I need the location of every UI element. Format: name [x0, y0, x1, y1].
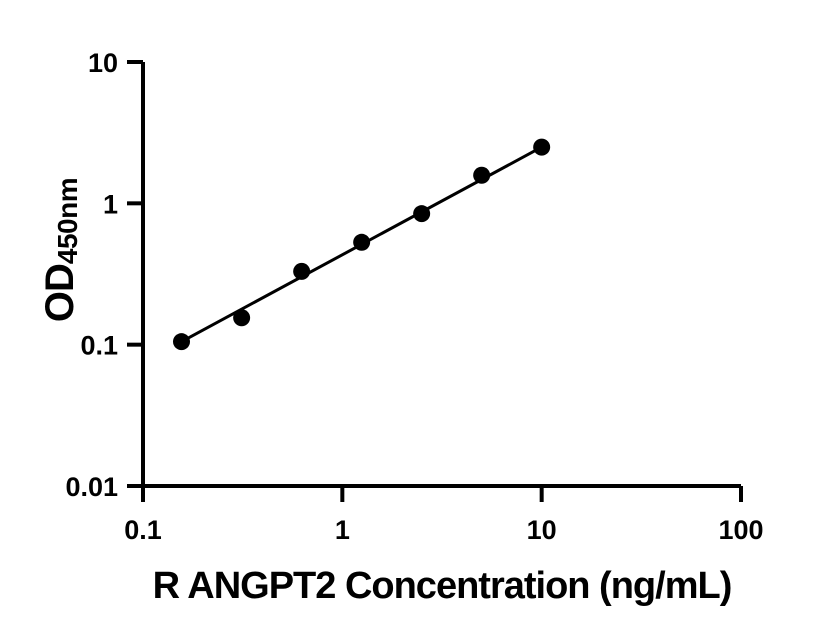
y-tick-label: 10 — [88, 48, 118, 78]
x-axis-title: R ANGPT2 Concentration (ng/mL) — [153, 565, 732, 607]
data-point — [413, 205, 431, 223]
y-axis-title: OD450nm — [38, 178, 83, 322]
y-axis-title-main: OD — [38, 264, 82, 322]
axis-ticks — [127, 60, 743, 502]
y-tick-label: 1 — [103, 189, 118, 219]
data-point — [172, 333, 190, 351]
y-tick-label: 0.01 — [65, 472, 118, 502]
y-tick-label: 0.1 — [80, 331, 118, 361]
axes — [141, 62, 741, 488]
data-point — [473, 166, 491, 184]
y-axis-title-sub: 450nm — [52, 178, 83, 264]
data-point — [533, 138, 551, 156]
data-point — [233, 309, 251, 327]
x-tick-label: 10 — [527, 515, 557, 545]
x-tick-label: 0.1 — [124, 515, 162, 545]
data-series — [172, 138, 551, 351]
x-tick-label: 100 — [718, 515, 763, 545]
data-point — [353, 233, 371, 251]
x-tick-label: 1 — [335, 515, 350, 545]
data-point — [293, 262, 311, 280]
